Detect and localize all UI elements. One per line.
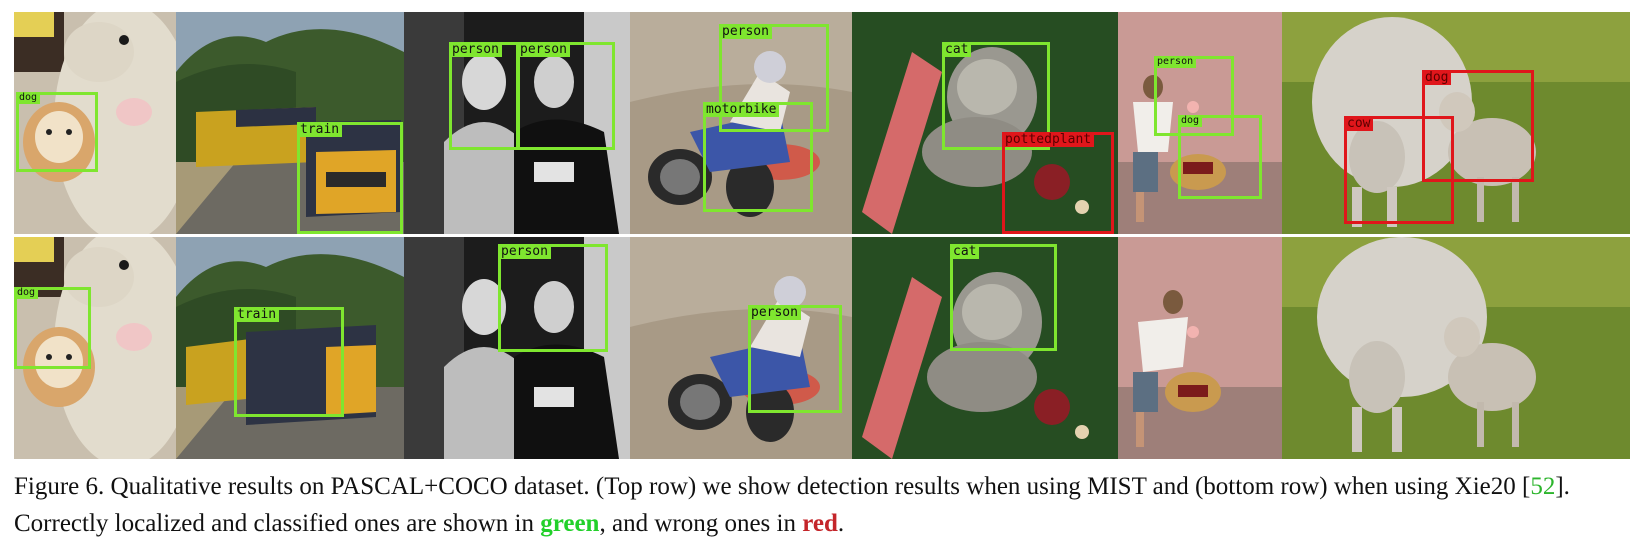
detection-box-person: person xyxy=(748,305,842,413)
detection-box-dog: dog xyxy=(1178,115,1262,199)
detection-box-cow: cow xyxy=(1344,116,1454,224)
image-panel-couple: person xyxy=(404,237,630,459)
detection-box-person: person xyxy=(498,244,608,352)
detection-box-person-right: person xyxy=(517,42,615,150)
results-row-mist: dog train xyxy=(14,12,1630,234)
image-panel-sheep xyxy=(1282,237,1630,459)
image-panel-puppy: dog xyxy=(14,237,176,459)
detection-label: train xyxy=(234,307,280,322)
motorbike-image xyxy=(630,237,852,459)
detection-label: dog xyxy=(1178,115,1203,127)
detection-box-dog: dog xyxy=(1422,70,1534,182)
motorbike-image xyxy=(630,12,852,234)
detection-label: cow xyxy=(1344,116,1374,131)
train-image xyxy=(176,237,404,459)
detection-label: pottedplant xyxy=(1002,132,1095,147)
image-panel-train: train xyxy=(176,12,404,234)
results-row-xie20: dog train xyxy=(14,237,1630,459)
cat-tree-image xyxy=(852,12,1118,234)
detection-box-person-left: person xyxy=(449,42,519,150)
detection-label: dog xyxy=(16,92,41,104)
caption-prefix: Figure 6. Qualitative results on PASCAL+… xyxy=(14,473,1531,500)
detection-box-cat: cat xyxy=(950,244,1057,351)
caption-green-word: green xyxy=(540,510,600,537)
image-panel-train: train xyxy=(176,237,404,459)
detection-label: person xyxy=(449,42,502,57)
detection-label: cat xyxy=(942,42,972,57)
detection-box-person: person xyxy=(1154,56,1234,136)
puppy-teddy-image xyxy=(14,12,176,234)
sheep-lamb-image xyxy=(1282,237,1630,459)
citation-link[interactable]: 52 xyxy=(1530,473,1556,500)
detection-label: person xyxy=(748,305,801,320)
image-panel-beach: person dog xyxy=(1118,12,1282,234)
detection-label: dog xyxy=(14,287,39,299)
caption-red-word: red xyxy=(802,510,838,537)
caption-suffix: . xyxy=(837,510,845,537)
image-panel-beach xyxy=(1118,237,1282,459)
couple-bw-image xyxy=(404,237,630,459)
detection-box-train: train xyxy=(297,122,403,234)
detection-label: train xyxy=(297,122,343,137)
detection-box-train: train xyxy=(234,307,344,417)
detection-label: dog xyxy=(1422,70,1452,85)
image-panel-sheep: dog cow xyxy=(1282,12,1630,234)
caption-between: , and wrong ones in xyxy=(599,510,803,537)
detection-box-dog: dog xyxy=(14,287,91,369)
detection-label: person xyxy=(1154,56,1197,68)
image-panel-puppy: dog xyxy=(14,12,176,234)
detection-box-cat: cat xyxy=(942,42,1050,150)
figure-caption: Figure 6. Qualitative results on PASCAL+… xyxy=(14,468,1630,542)
detection-box-motorbike: motorbike xyxy=(703,102,813,212)
caption-middle: ]. Correctly localized and classified on… xyxy=(14,473,1570,537)
detection-label: motorbike xyxy=(703,102,780,117)
detection-label: person xyxy=(719,24,772,39)
image-panel-cat: cat pottedplant xyxy=(852,12,1118,234)
detection-label: person xyxy=(498,244,551,259)
detection-box-dog: dog xyxy=(16,92,98,172)
detection-box-pottedplant: pottedplant xyxy=(1002,132,1114,234)
image-panel-couple: person person xyxy=(404,12,630,234)
detection-label: cat xyxy=(950,244,980,259)
image-panel-cat: cat xyxy=(852,237,1118,459)
detection-box-person: person xyxy=(719,24,829,132)
woman-dog-beach-image xyxy=(1118,237,1282,459)
detection-label: person xyxy=(517,42,570,57)
image-panel-motorbike: person xyxy=(630,237,852,459)
image-panel-motorbike: person motorbike xyxy=(630,12,852,234)
